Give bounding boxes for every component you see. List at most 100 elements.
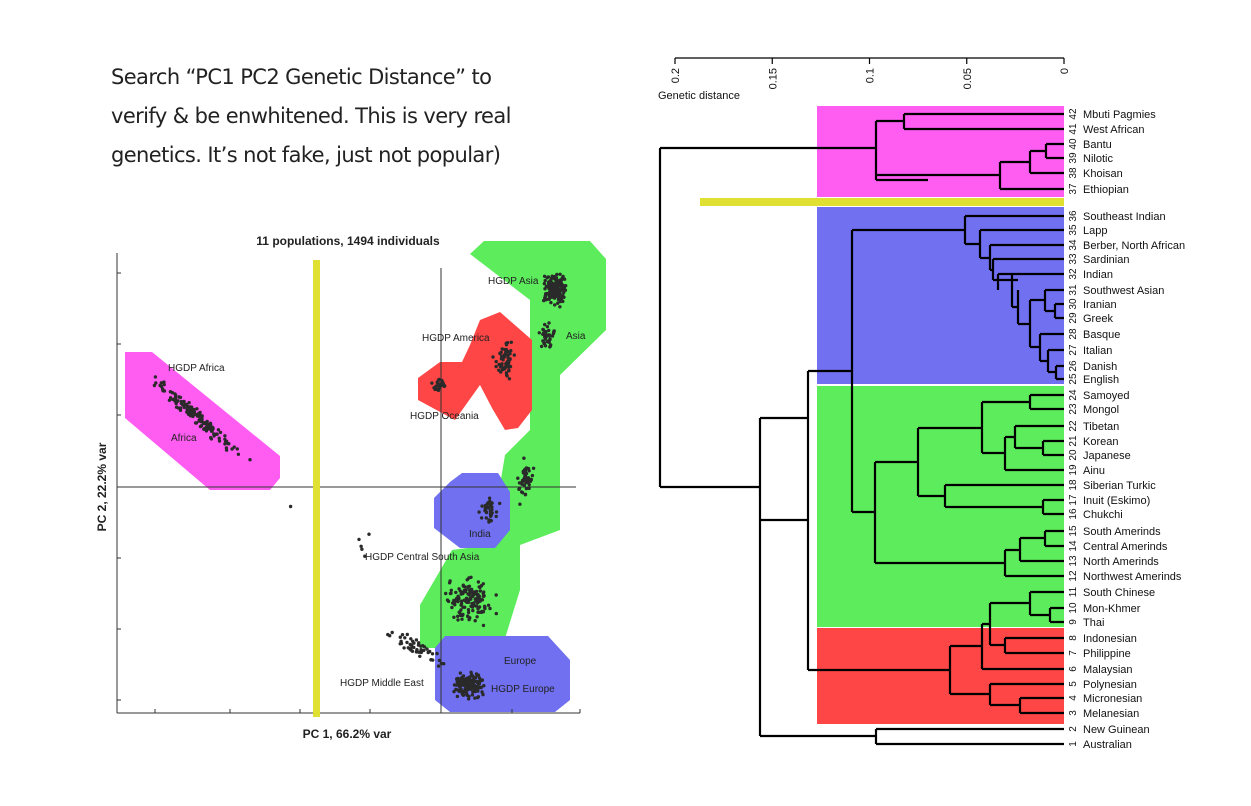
pca-point (159, 381, 163, 385)
pca-point (178, 406, 183, 410)
pca-point (547, 297, 551, 301)
population-name: Italian (1083, 345, 1112, 357)
pca-point (499, 350, 503, 354)
pca-point (400, 633, 405, 637)
population-number: 25 (1068, 373, 1079, 385)
pca-point (518, 502, 522, 506)
pca-point (543, 287, 547, 291)
pca-ticks (117, 272, 581, 713)
pca-point (414, 638, 419, 642)
pca-point (162, 382, 166, 387)
pca-point (199, 424, 204, 428)
population-number: 18 (1068, 479, 1079, 491)
pca-point (559, 280, 563, 285)
pca-point (405, 640, 409, 645)
population-number: 1 (1068, 741, 1079, 747)
pca-point (467, 576, 471, 580)
pca-point (212, 434, 216, 438)
pca-point (460, 613, 465, 618)
pca-point (445, 598, 450, 602)
pca-point (527, 486, 531, 491)
pca-point (562, 286, 566, 290)
pca-point (411, 639, 415, 643)
population-number: 22 (1068, 420, 1079, 432)
pca-point (177, 395, 181, 399)
pca-point (210, 429, 214, 433)
population-number: 41 (1068, 123, 1079, 135)
pca-point (403, 636, 407, 640)
pca-point (490, 511, 494, 515)
distance-axis: 0.2 0.15 0.1 0.05 0 (670, 57, 1071, 89)
pca-point (548, 337, 552, 342)
label-hgdp-asia: HGDP Asia (488, 276, 539, 287)
pca-point (507, 377, 512, 381)
pca-point (191, 407, 196, 412)
pca-point (477, 676, 482, 680)
population-number: 4 (1068, 695, 1079, 701)
population-number: 2 (1068, 726, 1079, 732)
population-number: 33 (1068, 253, 1079, 265)
population-name: Japanese (1083, 450, 1131, 462)
population-number: 16 (1068, 508, 1079, 520)
pca-point (444, 591, 448, 596)
population-name: South Amerinds (1083, 526, 1161, 538)
dendrogram-branches (658, 112, 1064, 746)
pca-point (363, 554, 367, 558)
pca-point (235, 447, 239, 451)
pca-point (558, 272, 562, 276)
pca-point (473, 675, 477, 680)
population-name: Central Amerinds (1083, 541, 1168, 553)
pca-point (552, 330, 556, 334)
pca-point (450, 605, 454, 610)
label-africa: Africa (171, 433, 197, 444)
population-number: 39 (1068, 152, 1079, 164)
population-name: West African (1083, 124, 1145, 136)
population-name: Tibetan (1083, 421, 1119, 433)
pca-point (520, 480, 524, 484)
pca-point (484, 516, 488, 520)
pca-point (504, 371, 509, 375)
population-name: Australian (1083, 739, 1132, 751)
pca-point (560, 288, 564, 292)
population-number: 24 (1068, 389, 1079, 401)
pca-point (455, 694, 460, 699)
pca-point (517, 481, 522, 485)
pca-point (470, 693, 475, 697)
pca-point (405, 632, 409, 637)
pca-point (464, 596, 469, 600)
pca-point (452, 683, 457, 687)
pca-point (487, 506, 491, 510)
pca-point (467, 694, 471, 699)
pca-point (503, 352, 508, 356)
pca-point (430, 381, 434, 385)
pca-point (466, 592, 470, 596)
label-hgdp-middle-east: HGDP Middle East (340, 678, 424, 689)
pca-point (512, 353, 516, 357)
pca-point (501, 367, 505, 372)
pca-point (556, 288, 561, 293)
population-number: 38 (1068, 167, 1079, 179)
pca-point (217, 436, 221, 440)
pca-point (458, 677, 463, 681)
population-name: Northwest Amerinds (1083, 571, 1182, 583)
pca-point (434, 387, 438, 391)
pca-point (471, 608, 475, 613)
pca-point (477, 605, 482, 609)
pca-point (218, 430, 223, 435)
pca-point (504, 343, 509, 347)
pca-point (478, 589, 482, 593)
pca-point (435, 651, 439, 656)
pca-point (481, 692, 485, 697)
pca-point (500, 362, 504, 366)
population-number: 29 (1068, 312, 1079, 324)
population-name: Melanesian (1083, 708, 1139, 720)
population-number: 28 (1068, 328, 1079, 340)
pca-point (198, 413, 203, 418)
distance-tick-label: 0.2 (670, 68, 682, 83)
pca-point (195, 414, 200, 418)
population-number: 19 (1068, 464, 1079, 476)
caption-line-3: genetics. It’s not fake, just not popula… (111, 143, 501, 167)
pca-point (419, 648, 423, 652)
band-yellow-divider (700, 198, 1064, 206)
